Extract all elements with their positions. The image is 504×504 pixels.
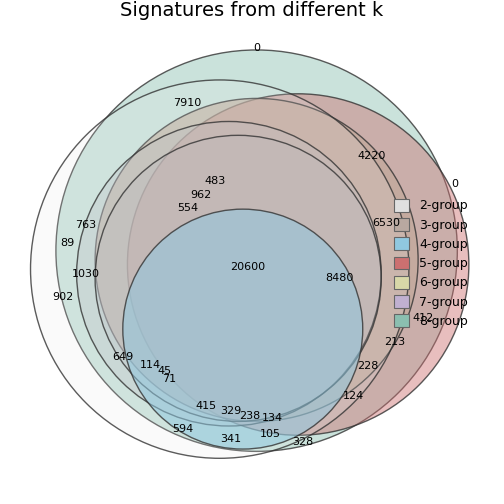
- Text: 341: 341: [221, 434, 242, 444]
- Text: 8480: 8480: [326, 273, 354, 283]
- Text: 71: 71: [162, 373, 176, 384]
- Text: 7910: 7910: [173, 98, 202, 108]
- Title: Signatures from different k: Signatures from different k: [120, 1, 384, 20]
- Text: 6530: 6530: [372, 218, 400, 228]
- Text: 554: 554: [177, 203, 198, 213]
- Circle shape: [77, 121, 381, 426]
- Legend: 2-group, 3-group, 4-group, 5-group, 6-group, 7-group, 8-group: 2-group, 3-group, 4-group, 5-group, 6-gr…: [394, 199, 468, 328]
- Text: 213: 213: [385, 337, 406, 347]
- Text: 902: 902: [52, 292, 74, 302]
- Text: 45: 45: [157, 365, 171, 375]
- Text: 228: 228: [357, 361, 378, 371]
- Text: 4220: 4220: [358, 151, 386, 161]
- Text: 105: 105: [260, 429, 281, 439]
- Text: 412: 412: [412, 312, 433, 323]
- Text: 649: 649: [112, 352, 134, 362]
- Circle shape: [95, 98, 418, 421]
- Circle shape: [95, 135, 381, 421]
- Text: 328: 328: [292, 437, 313, 447]
- Text: 763: 763: [75, 220, 96, 230]
- Text: 20600: 20600: [230, 262, 265, 272]
- Text: 415: 415: [195, 401, 216, 411]
- Circle shape: [56, 50, 457, 452]
- Text: 1030: 1030: [72, 269, 100, 279]
- Text: 0: 0: [253, 43, 260, 52]
- Text: 0: 0: [452, 179, 459, 189]
- Circle shape: [123, 209, 363, 449]
- Circle shape: [31, 80, 409, 458]
- Text: 594: 594: [172, 424, 194, 434]
- Text: 962: 962: [191, 191, 212, 200]
- Text: 483: 483: [205, 176, 226, 186]
- Text: 329: 329: [221, 406, 242, 416]
- Text: 134: 134: [262, 413, 283, 423]
- Text: 89: 89: [60, 237, 75, 247]
- Circle shape: [128, 94, 469, 435]
- Text: 238: 238: [239, 411, 261, 421]
- Text: 114: 114: [140, 360, 161, 370]
- Text: 124: 124: [343, 391, 364, 401]
